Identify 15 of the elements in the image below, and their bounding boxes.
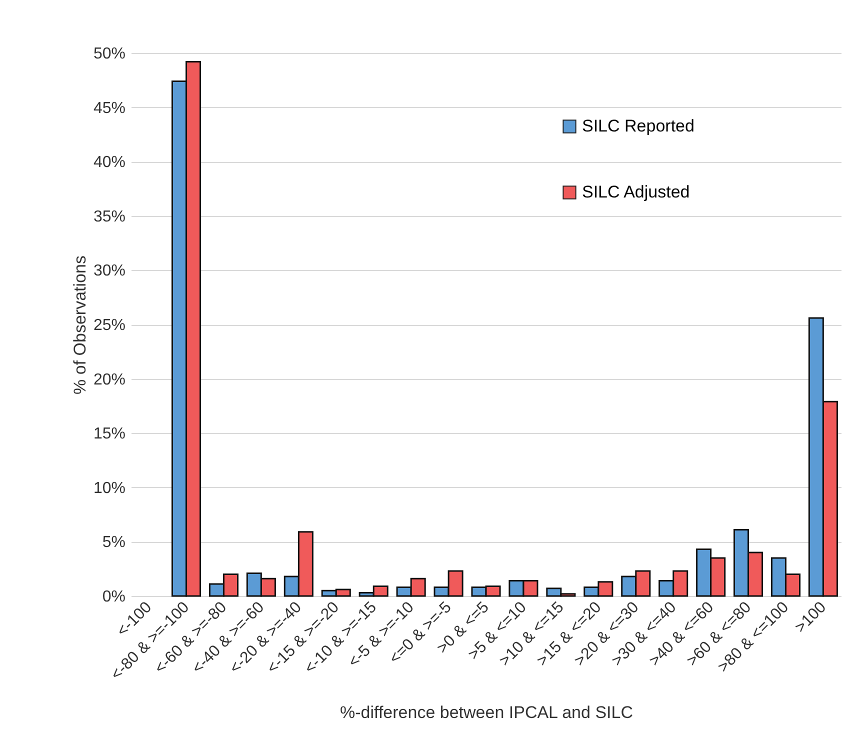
y-tick-label: 40%	[93, 154, 126, 172]
y-tick-label: 5%	[102, 534, 126, 552]
y-tick-label: 10%	[93, 480, 126, 497]
y-tick-label: 35%	[93, 208, 126, 226]
y-tick-label: 20%	[93, 371, 126, 388]
y-tick-label: 50%	[93, 46, 126, 62]
y-axis-title: % of Observations	[70, 256, 90, 394]
x-axis-title: %-difference between IPCAL and SILC	[340, 702, 633, 722]
y-tick-label: 0%	[102, 588, 126, 606]
y-tick-label: 25%	[93, 317, 126, 334]
legend-label: SILC Adjusted	[582, 182, 690, 202]
legend-label: SILC Reported	[582, 116, 694, 136]
y-tick-label: 30%	[93, 262, 126, 280]
y-tick-label: 45%	[93, 100, 126, 117]
y-tick-label: 15%	[93, 426, 126, 443]
